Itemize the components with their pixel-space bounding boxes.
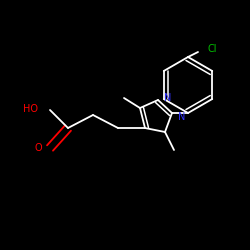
Text: O: O <box>34 143 42 153</box>
Text: Cl: Cl <box>207 44 217 54</box>
Text: HO: HO <box>23 104 38 114</box>
Text: N: N <box>178 112 186 122</box>
Text: N: N <box>164 93 172 103</box>
